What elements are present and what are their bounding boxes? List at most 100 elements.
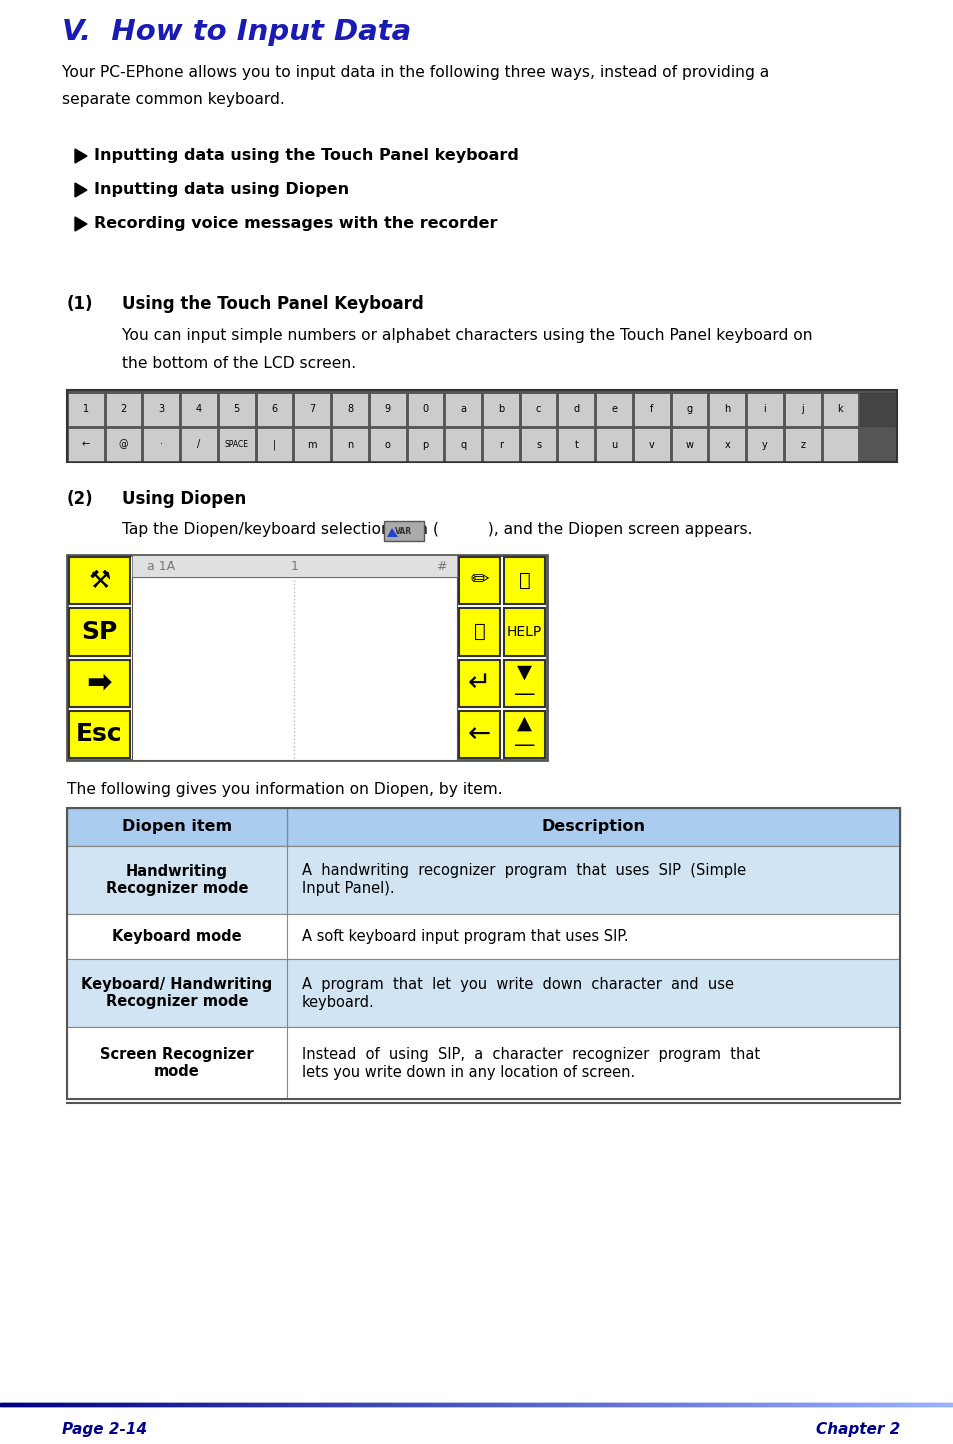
Bar: [67, 809, 899, 846]
Text: Inputting data using the Touch Panel keyboard: Inputting data using the Touch Panel key…: [94, 147, 518, 163]
Bar: [370, 427, 405, 461]
Text: 2: 2: [120, 404, 127, 414]
Text: #: #: [436, 559, 447, 572]
Text: ⚒: ⚒: [89, 569, 111, 592]
Bar: [68, 427, 104, 461]
Text: 8: 8: [347, 404, 353, 414]
Bar: [671, 427, 706, 461]
Text: Description: Description: [541, 820, 645, 835]
Text: 🖨: 🖨: [518, 572, 530, 591]
Text: Recording voice messages with the recorder: Recording voice messages with the record…: [94, 217, 497, 231]
Text: 0: 0: [422, 404, 428, 414]
Text: keyboard.: keyboard.: [302, 995, 375, 1009]
Bar: [821, 393, 858, 426]
Bar: [69, 608, 130, 656]
Text: Using Diopen: Using Diopen: [122, 490, 246, 508]
Bar: [67, 554, 546, 760]
Bar: [67, 390, 896, 462]
Bar: [445, 427, 480, 461]
Text: 7: 7: [309, 404, 315, 414]
Text: ↵: ↵: [467, 669, 491, 697]
Text: Keyboard mode: Keyboard mode: [112, 928, 241, 944]
Text: ✏: ✏: [470, 570, 488, 591]
Text: ➡: ➡: [87, 669, 112, 697]
Polygon shape: [75, 149, 87, 163]
Text: 4: 4: [195, 404, 202, 414]
Text: 6: 6: [272, 404, 277, 414]
Text: (2): (2): [67, 490, 93, 508]
Text: Keyboard/ Handwriting
Recognizer mode: Keyboard/ Handwriting Recognizer mode: [81, 976, 273, 1009]
Bar: [218, 393, 254, 426]
Bar: [69, 557, 130, 604]
Text: o: o: [384, 439, 390, 449]
Text: A soft keyboard input program that uses SIP.: A soft keyboard input program that uses …: [302, 928, 628, 944]
Bar: [633, 393, 669, 426]
Text: m: m: [307, 439, 316, 449]
Bar: [709, 427, 744, 461]
Bar: [458, 608, 499, 656]
Text: ←: ←: [82, 439, 90, 449]
Text: z: z: [800, 439, 804, 449]
Bar: [106, 393, 141, 426]
Text: V.  How to Input Data: V. How to Input Data: [62, 17, 411, 46]
Bar: [370, 393, 405, 426]
Text: (1): (1): [67, 295, 93, 313]
Bar: [520, 393, 556, 426]
Bar: [503, 608, 544, 656]
Bar: [596, 393, 631, 426]
Text: Handwriting
Recognizer mode: Handwriting Recognizer mode: [106, 864, 248, 897]
Bar: [294, 393, 330, 426]
Bar: [482, 393, 518, 426]
Text: A  program  that  let  you  write  down  character  and  use: A program that let you write down charac…: [302, 976, 733, 992]
Text: j: j: [801, 404, 803, 414]
Text: e: e: [611, 404, 617, 414]
Bar: [218, 427, 254, 461]
Text: s: s: [536, 439, 540, 449]
Text: Screen Recognizer
mode: Screen Recognizer mode: [100, 1047, 253, 1079]
Text: VAR: VAR: [395, 527, 412, 536]
Bar: [821, 427, 858, 461]
Text: Page 2-14: Page 2-14: [62, 1422, 147, 1437]
Text: separate common keyboard.: separate common keyboard.: [62, 92, 284, 107]
Text: v: v: [648, 439, 654, 449]
Bar: [256, 427, 292, 461]
Bar: [294, 427, 330, 461]
Bar: [256, 393, 292, 426]
Bar: [558, 393, 594, 426]
Bar: [67, 959, 899, 1027]
Text: h: h: [723, 404, 730, 414]
Text: Inputting data using Diopen: Inputting data using Diopen: [94, 182, 349, 196]
Bar: [784, 393, 820, 426]
Bar: [709, 393, 744, 426]
Text: d: d: [573, 404, 578, 414]
Text: SPACE: SPACE: [225, 440, 249, 449]
Text: k: k: [837, 404, 842, 414]
Text: Esc: Esc: [76, 722, 123, 747]
Text: 1: 1: [291, 559, 298, 572]
Bar: [482, 427, 518, 461]
Bar: [181, 427, 216, 461]
Text: u: u: [610, 439, 617, 449]
Text: Instead  of  using  SIP,  a  character  recognizer  program  that: Instead of using SIP, a character recogn…: [302, 1047, 760, 1061]
Text: |: |: [273, 439, 275, 449]
Text: the bottom of the LCD screen.: the bottom of the LCD screen.: [122, 357, 355, 371]
Text: 3: 3: [158, 404, 164, 414]
Text: a: a: [459, 404, 466, 414]
Text: q: q: [459, 439, 466, 449]
Text: 5: 5: [233, 404, 239, 414]
Bar: [558, 427, 594, 461]
Text: Your PC-EPhone allows you to input data in the following three ways, instead of : Your PC-EPhone allows you to input data …: [62, 65, 768, 79]
Bar: [520, 427, 556, 461]
Text: c: c: [536, 404, 540, 414]
Bar: [106, 427, 141, 461]
Text: ▲
―: ▲ ―: [515, 713, 534, 755]
Text: You can input simple numbers or alphabet characters using the Touch Panel keyboa: You can input simple numbers or alphabet…: [122, 328, 812, 344]
Bar: [143, 393, 179, 426]
Text: a 1Ȧ: a 1Ȧ: [147, 559, 175, 572]
Polygon shape: [75, 183, 87, 196]
Text: ·: ·: [160, 439, 163, 449]
Text: p: p: [422, 439, 428, 449]
Bar: [860, 393, 895, 426]
Bar: [458, 557, 499, 604]
Text: lets you write down in any location of screen.: lets you write down in any location of s…: [302, 1064, 635, 1080]
